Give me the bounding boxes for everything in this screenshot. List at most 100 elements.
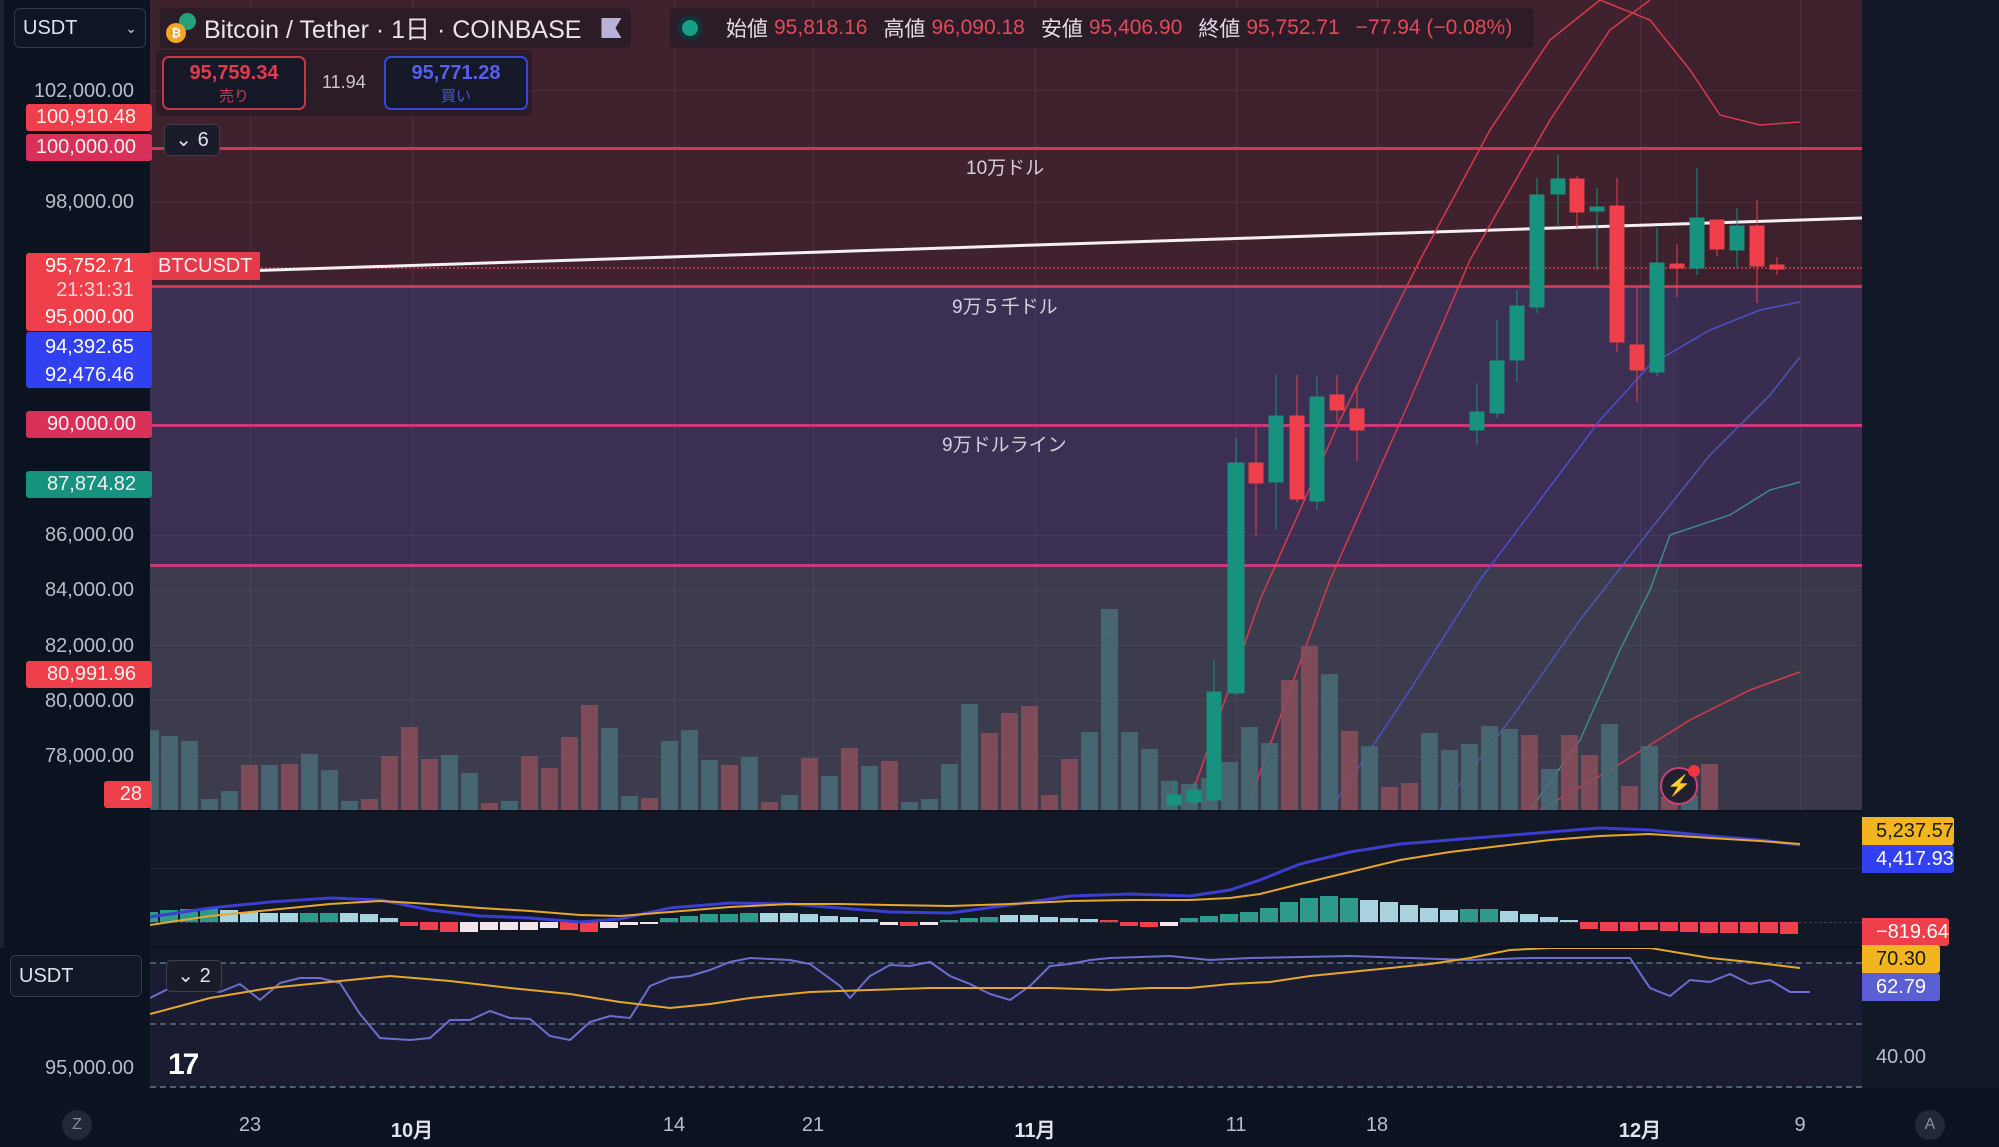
open-value: 95,818.16 — [774, 16, 868, 39]
price-badge-ma-red: 80,991.96 — [26, 661, 152, 688]
buy-price: 95,771.28 — [411, 62, 501, 84]
time-axis[interactable] — [0, 1088, 1999, 1147]
price-tick: 78,000.00 — [45, 745, 134, 767]
low-label: 安値 — [1040, 18, 1083, 41]
rsi-upper-band — [150, 962, 1862, 964]
spread-value: 11.94 — [322, 72, 366, 92]
grid-line — [674, 0, 675, 810]
lightning-icon: ⚡ — [1666, 775, 1692, 797]
last-price-line — [150, 267, 1862, 269]
macd-histogram-badge: −819.64 — [1862, 918, 1949, 946]
high-value: 96,090.18 — [931, 16, 1025, 39]
symbol-header[interactable]: ₿ Bitcoin / Tether · 1日 · COINBASE — [160, 8, 632, 48]
currency-select-value: USDT — [23, 17, 78, 39]
chevron-down-icon: ⌄ — [125, 20, 137, 36]
zero-line — [150, 922, 1862, 923]
rsi-lower-band — [150, 1086, 1862, 1088]
macd-svg — [150, 826, 1801, 934]
tradingview-logo[interactable]: 17 — [168, 1048, 199, 1081]
price-badge-ma-green: 87,874.82 — [26, 471, 152, 498]
market-status-icon[interactable] — [682, 20, 698, 36]
ma-line — [1329, 301, 1801, 810]
annotation-95k[interactable]: 9万５千ドル — [952, 297, 1058, 318]
grid-line — [1035, 0, 1036, 810]
price-badge-90k-line: 90,000.00 — [26, 411, 152, 438]
last-price-badge-bg — [26, 253, 152, 331]
grid-line — [1236, 0, 1237, 810]
indicators-collapse-button[interactable]: ⌄ 6 — [164, 124, 220, 156]
ticker-tag: BTCUSDT — [150, 252, 261, 280]
horizontal-line-90k[interactable] — [150, 424, 1862, 427]
chevron-down-icon: ⌄ — [175, 129, 198, 151]
currency-select[interactable]: USDT ⌄ — [14, 8, 146, 48]
change-value: −77.94 (−0.08%) — [1355, 16, 1513, 39]
chart-title[interactable]: Bitcoin / Tether · 1日 · COINBASE — [204, 16, 582, 44]
price-tick: 80,000.00 — [45, 690, 134, 712]
time-tick: 11月 — [1014, 1120, 1056, 1142]
macd-pane[interactable] — [150, 812, 1862, 946]
main-price-chart[interactable]: 10万ドル 9万５千ドル 9万ドルライン — [150, 0, 1862, 810]
flag-icon[interactable] — [601, 18, 622, 38]
time-tick: 18 — [1365, 1114, 1389, 1136]
signal-line — [150, 832, 1801, 926]
macd-histogram — [150, 896, 1798, 934]
price-tick: 84,000.00 — [45, 579, 134, 601]
sell-button[interactable]: 95,759.34 売り — [162, 56, 306, 110]
rsi-svg — [150, 948, 1810, 1042]
rsi-pane[interactable] — [150, 948, 1862, 1088]
time-tick: 21 — [801, 1114, 825, 1136]
ma-badges-bg — [26, 332, 152, 388]
horizontal-line-95k[interactable] — [150, 285, 1862, 288]
last-price-badge: 95,752.71 — [45, 255, 134, 277]
macd-line — [150, 826, 1801, 924]
candlesticks — [1166, 155, 1785, 810]
grid-line — [150, 645, 1862, 646]
annotation-100k[interactable]: 10万ドル — [966, 158, 1045, 179]
macd-line-badge: 4,417.93 — [1862, 845, 1954, 873]
sell-price: 95,759.34 — [189, 62, 279, 84]
grid-line — [1800, 0, 1801, 810]
price-badge-95k-line: 95,000.00 — [45, 306, 134, 328]
buy-label: 買い — [440, 88, 471, 105]
horizontal-line-100k[interactable] — [150, 147, 1862, 150]
rsi-mid-band — [150, 1023, 1862, 1025]
trend-line — [150, 216, 1862, 276]
rsi-indicator-count: 2 — [199, 965, 211, 987]
indicator-count: 6 — [197, 129, 209, 151]
notification-dot — [1688, 765, 1700, 777]
bb-line — [1249, 0, 1651, 801]
bitcoin-tether-icon: ₿ — [166, 13, 196, 43]
rsi-currency-select[interactable]: USDT — [10, 955, 142, 997]
annotation-90k[interactable]: 9万ドルライン — [942, 435, 1067, 456]
time-tick: 11 — [1225, 1114, 1247, 1136]
rsi-collapse-button[interactable]: ⌄ 2 — [166, 960, 222, 992]
ohlc-legend: 始値 95,818.16 高値 96,090.18 安値 95,406.90 終値 95… — [670, 8, 1535, 48]
auto-scale-button[interactable]: A — [1915, 1110, 1945, 1140]
lightning-alert-button[interactable]: ⚡ — [1660, 765, 1700, 805]
time-tick: 14 — [662, 1114, 686, 1136]
price-badge-100k-line: 100,000.00 — [26, 134, 152, 161]
bb-line — [1599, 0, 1801, 126]
rsi-ma-line — [150, 948, 1801, 1015]
grid-line — [150, 700, 1862, 701]
time-tick: 9 — [1794, 1114, 1806, 1136]
trade-panel: 95,759.34 売り 11.94 95,771.28 買い — [156, 50, 532, 116]
price-badge-ma: 94,392.65 — [45, 336, 134, 358]
grid-line — [150, 535, 1862, 536]
chevron-down-icon: ⌄ — [177, 965, 200, 987]
rsi-ma-badge: 70.30 — [1862, 945, 1940, 973]
price-badge-bb-upper: 100,910.48 — [26, 104, 152, 131]
time-tick: 23 — [238, 1114, 262, 1136]
rsi-value-badge: 62.79 — [1862, 973, 1940, 1001]
low-value: 95,406.90 — [1088, 16, 1183, 39]
close-label: 終値 — [1198, 18, 1241, 41]
horizontal-line-85k[interactable] — [150, 564, 1862, 567]
bb-line — [1189, 0, 1601, 801]
volume-bars — [150, 609, 1718, 810]
rsi-tick-40: 40.00 — [1876, 1046, 1927, 1068]
close-value: 95,752.71 — [1246, 16, 1340, 39]
buy-button[interactable]: 95,771.28 買い — [384, 56, 528, 110]
volume-badge: 28 — [104, 781, 152, 808]
timezone-button[interactable]: Z — [62, 1110, 92, 1140]
